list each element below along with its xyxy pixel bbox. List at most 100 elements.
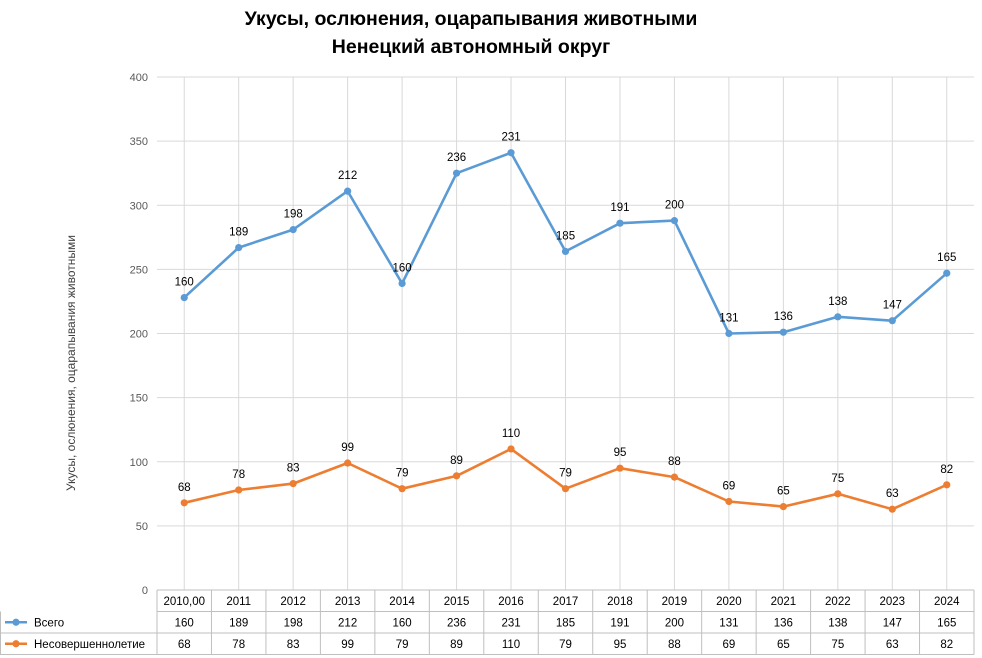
data-point: [507, 445, 515, 453]
data-point: [725, 329, 733, 338]
data-label: 95: [614, 447, 627, 459]
table-cell-value: 160: [393, 617, 412, 629]
data-label: 79: [559, 468, 572, 480]
data-point: [834, 490, 842, 498]
table-cell-value: 69: [723, 639, 736, 651]
y-tick-label: 350: [130, 136, 148, 148]
data-labels: 160 189 198 212 160 236 231 185 191 200 131 136 138 1…: [175, 132, 957, 501]
data-point: [561, 247, 570, 256]
data-point: [943, 481, 951, 489]
x-tick-label: 2020: [716, 596, 742, 608]
data-label: 131: [719, 313, 738, 325]
data-point: [888, 505, 896, 513]
series-lines: [180, 149, 951, 513]
table-cell-value: 212: [338, 617, 357, 629]
data-label: 79: [396, 468, 409, 480]
x-tick-label: 2014: [389, 596, 415, 608]
y-tick-label: 150: [130, 393, 148, 405]
data-label: 198: [284, 209, 303, 221]
data-point: [180, 293, 188, 302]
data-point: [888, 317, 896, 325]
y-tick-label: 300: [130, 200, 148, 212]
data-point: [670, 217, 679, 225]
data-table: 2010,00 2011 2012 2013 2014 2015 2016 2017 2018 2…: [0, 589, 975, 655]
data-label: 231: [501, 132, 520, 144]
data-label: 160: [175, 277, 194, 289]
table-cell-value: 236: [447, 617, 466, 629]
data-point: [452, 169, 461, 177]
y-tick-label: 250: [130, 264, 148, 276]
y-tick-label: 400: [130, 72, 148, 84]
data-point: [344, 459, 352, 467]
x-tick-label: 2017: [553, 596, 579, 608]
data-point: [289, 479, 297, 488]
table-cell-value: 79: [396, 639, 409, 651]
gridlines: 0 50 100 150 200 250 300 350 400: [130, 72, 974, 597]
data-point: [452, 472, 461, 480]
y-tick-label: 0: [142, 585, 148, 597]
table-cell-value: 82: [940, 639, 953, 651]
data-label: 136: [774, 311, 793, 323]
data-label: 75: [831, 473, 844, 485]
legend-series-name: Несовершеннолетие: [34, 639, 145, 651]
data-point: [779, 503, 787, 511]
data-label: 165: [937, 252, 956, 264]
data-label: 110: [502, 428, 520, 440]
data-label: 78: [232, 469, 245, 481]
table-cell-value: 68: [178, 639, 191, 651]
data-point: [943, 269, 951, 277]
table-cell-value: 198: [284, 617, 303, 629]
table-cell-value: 65: [777, 639, 790, 651]
data-label: 189: [229, 227, 248, 239]
table-cell-value: 191: [610, 617, 629, 629]
x-tick-label: 2013: [335, 596, 361, 608]
table-cell-value: 185: [556, 617, 575, 629]
x-tick-label: 2023: [880, 596, 906, 608]
data-point: [235, 486, 243, 494]
data-label: 236: [447, 152, 466, 164]
data-label: 65: [777, 486, 790, 498]
data-point: [180, 499, 188, 507]
table-cell-value: 165: [937, 617, 956, 629]
data-point: [616, 219, 624, 227]
data-point: [507, 149, 515, 157]
data-point: [725, 497, 733, 506]
table-cell-value: 99: [341, 639, 354, 651]
table-cell-value: 110: [502, 639, 520, 651]
table-cell-value: 83: [287, 639, 300, 651]
data-point: [779, 328, 787, 336]
data-point: [561, 485, 570, 493]
x-tick-label: 2010,00: [163, 596, 205, 608]
data-label: 160: [393, 262, 412, 274]
x-tick-label: 2011: [226, 596, 251, 608]
table-cell-value: 200: [665, 617, 684, 629]
y-tick-label: 100: [130, 457, 148, 469]
x-tick-label: 2019: [662, 596, 688, 608]
data-point: [834, 313, 842, 321]
data-label: 68: [178, 482, 191, 494]
x-tick-label: 2016: [498, 596, 524, 608]
data-label: 185: [556, 230, 575, 242]
data-label: 83: [287, 463, 300, 475]
table-cell-value: 231: [501, 617, 520, 629]
table-cell-value: 63: [886, 639, 899, 651]
legend-key-marker: [12, 618, 20, 626]
data-label: 82: [940, 464, 953, 476]
y-tick-label: 50: [136, 521, 148, 533]
data-label: 138: [828, 296, 847, 308]
x-tick-label: 2015: [444, 596, 470, 608]
data-label: 212: [338, 170, 357, 182]
x-tick-label: 2021: [771, 596, 797, 608]
chart-title: Укусы, ослюнения, оцарапывания животными: [244, 8, 698, 30]
table-cell-value: 78: [232, 639, 245, 651]
table-cell-value: 160: [175, 617, 194, 629]
table-cell-value: 79: [559, 639, 572, 651]
x-tick-label: 2022: [825, 596, 851, 608]
x-tick-label: 2012: [280, 596, 306, 608]
table-cell-value: 75: [831, 639, 844, 651]
data-label: 69: [723, 481, 736, 493]
data-point: [289, 226, 297, 234]
x-tick-label: 2018: [607, 596, 633, 608]
table-cell-value: 189: [229, 617, 248, 629]
